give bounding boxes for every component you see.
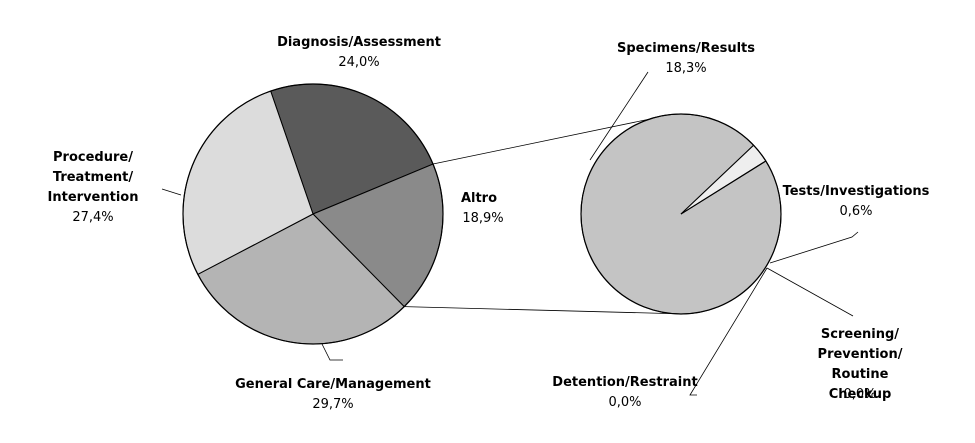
procedure-label-line-1: Procedure/ (53, 150, 133, 165)
connector-line-bottom (404, 306, 673, 315)
leader-general-care (321, 343, 343, 361)
label-procedure-value: 27,4% (72, 210, 113, 225)
leader-procedure (161, 188, 182, 196)
leader-specimens (589, 71, 649, 161)
secondary-pie (580, 113, 782, 315)
secondary-slice-detention-restraint (680, 160, 767, 215)
procedure-label-line-3: Intervention (48, 190, 139, 205)
screening-label-line-2: Prevention/ (818, 347, 903, 362)
leader-lines (161, 71, 859, 396)
label-altro-value: 18,9% (462, 211, 503, 226)
connector-lines (404, 113, 673, 315)
connector-line-top (432, 113, 673, 165)
leader-detention (689, 267, 768, 396)
label-specimens-name: Specimens/Results (617, 41, 755, 56)
label-general-care-value: 29,7% (312, 397, 353, 412)
label-tests-name: Tests/Investigations (783, 184, 930, 199)
leader-tests (769, 231, 859, 264)
secondary-outline (580, 113, 782, 315)
screening-label-line-4: Checkup (829, 387, 892, 402)
label-procedure-name: Procedure/Treatment/Intervention (48, 150, 139, 205)
label-diagnosis-value: 24,0% (338, 55, 379, 70)
procedure-label-line-2: Treatment/ (53, 170, 133, 185)
label-screening-name: Screening/Prevention/Routine Checkup (818, 327, 903, 402)
main-pie (182, 83, 444, 345)
label-diagnosis-name: Diagnosis/Assessment (277, 35, 441, 50)
label-screening-value: 0,0% (843, 387, 876, 402)
screening-label-line-1: Screening/ (821, 327, 899, 342)
screening-label-line-3: Routine (832, 367, 889, 382)
label-general-care-name: General Care/Management (235, 377, 431, 392)
label-altro-name: Altro (461, 191, 497, 206)
label-tests-value: 0,6% (839, 204, 872, 219)
main-outline (182, 83, 444, 345)
leader-screening (766, 267, 854, 317)
label-specimens-value: 18,3% (665, 61, 706, 76)
label-detention-value: 0,0% (608, 395, 641, 410)
label-detention-name: Detention/Restraint (552, 375, 697, 390)
